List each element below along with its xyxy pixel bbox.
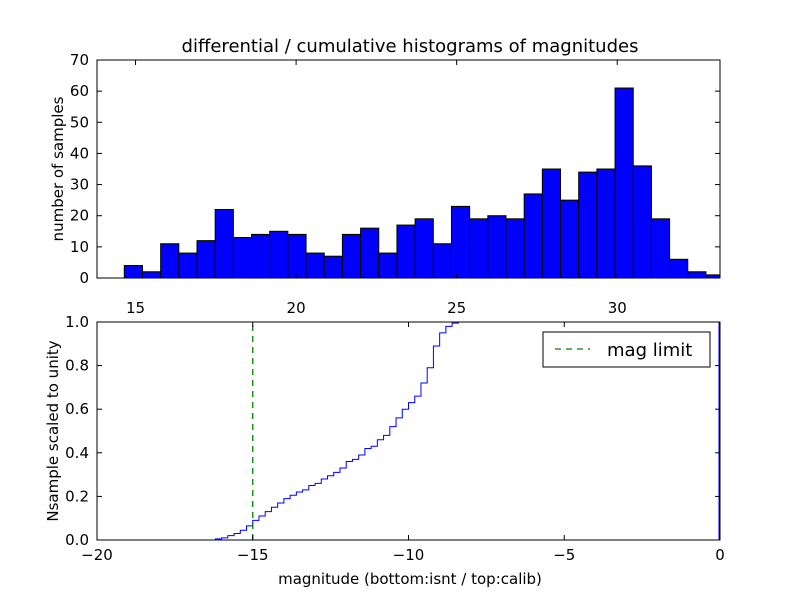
histogram-xtick-label: 25 [447, 299, 466, 317]
cumulative-ytick-label: 0.0 [65, 531, 89, 549]
cumulative-ytick-label: 0.6 [65, 400, 89, 418]
histogram-title: differential / cumulative histograms of … [182, 36, 639, 57]
histogram-bar [614, 87, 634, 279]
histogram-bar [196, 240, 216, 279]
histogram-xtick-label: 20 [287, 299, 306, 317]
histogram-bar [560, 199, 580, 279]
histogram-bar [487, 215, 507, 279]
cumulative-xtick-label: −10 [393, 546, 425, 564]
cumulative-ticks: −20 −15 −10 −5 0 0.0 0.2 0.4 0.6 0.8 1.0 [65, 313, 725, 564]
cumulative-xtick-label: −5 [553, 546, 575, 564]
histogram-bar [305, 252, 325, 279]
histogram-ylabel: number of samples [49, 96, 67, 241]
histogram-bar [578, 171, 598, 279]
cumulative-frame [96, 321, 721, 541]
histogram-bar [287, 233, 307, 279]
histogram-bar [596, 168, 616, 279]
histogram-bar [523, 193, 543, 279]
histogram-ytick-label: 30 [70, 176, 89, 194]
histogram-bar [360, 227, 380, 279]
histogram-bar [178, 252, 198, 279]
histogram-bar [323, 255, 343, 279]
histogram-bar [214, 208, 234, 279]
histogram-frame [96, 59, 721, 279]
cumulative-xlabel: magnitude (bottom:isnt / top:calib) [278, 570, 542, 588]
legend: mag limit [542, 331, 711, 368]
cumulative-ytick-label: 0.8 [65, 357, 89, 375]
cumulative-ytick-label: 1.0 [65, 313, 89, 331]
histogram-ytick-label: 40 [70, 144, 89, 162]
histogram-bar [650, 218, 671, 279]
cumulative-xtick-label: 0 [715, 546, 725, 564]
histogram-panel: differential / cumulative histograms of … [49, 36, 721, 317]
histogram-ytick-label: 70 [70, 51, 89, 69]
histogram-bar [450, 205, 471, 279]
cumulative-xtick-label: −15 [237, 546, 269, 564]
histogram-bar [414, 218, 434, 279]
histogram-bar [141, 271, 162, 279]
histogram-bar [541, 168, 562, 279]
histogram-bar [505, 218, 525, 279]
histogram-bar [687, 271, 707, 279]
cumulative-ytick-label: 0.4 [65, 444, 89, 462]
histogram-bar [378, 252, 398, 279]
histogram-ytick-label: 20 [70, 207, 89, 225]
histogram-bar [341, 233, 362, 279]
legend-label-mag-limit: mag limit [607, 340, 692, 361]
cumulative-lines [97, 321, 720, 541]
histogram-bar [269, 230, 289, 279]
histogram-xtick-label: 30 [608, 299, 627, 317]
histogram-bar [669, 258, 689, 279]
histogram-ytick-label: 10 [70, 238, 89, 256]
histogram-bar [469, 218, 489, 279]
histogram-ytick-label: 60 [70, 82, 89, 100]
histogram-bar [160, 243, 180, 279]
histogram-xtick-label: 15 [126, 299, 145, 317]
cumulative-panel: magnitude (bottom:isnt / top:calib) Nsam… [44, 313, 725, 588]
histogram-bar [632, 165, 652, 279]
cumulative-ytick-label: 0.2 [65, 487, 89, 505]
histogram-bar [232, 237, 253, 279]
cumulative-ylabel: Nsample scaled to unity [44, 340, 62, 521]
histogram-ytick-label: 0 [79, 269, 89, 287]
histogram-bar [432, 243, 452, 279]
histogram-bar [251, 233, 271, 279]
histogram-ytick-label: 50 [70, 113, 89, 131]
histogram-bar [396, 224, 416, 279]
cumulative-xtick-label: −20 [81, 546, 113, 564]
histogram-bar [123, 265, 143, 279]
